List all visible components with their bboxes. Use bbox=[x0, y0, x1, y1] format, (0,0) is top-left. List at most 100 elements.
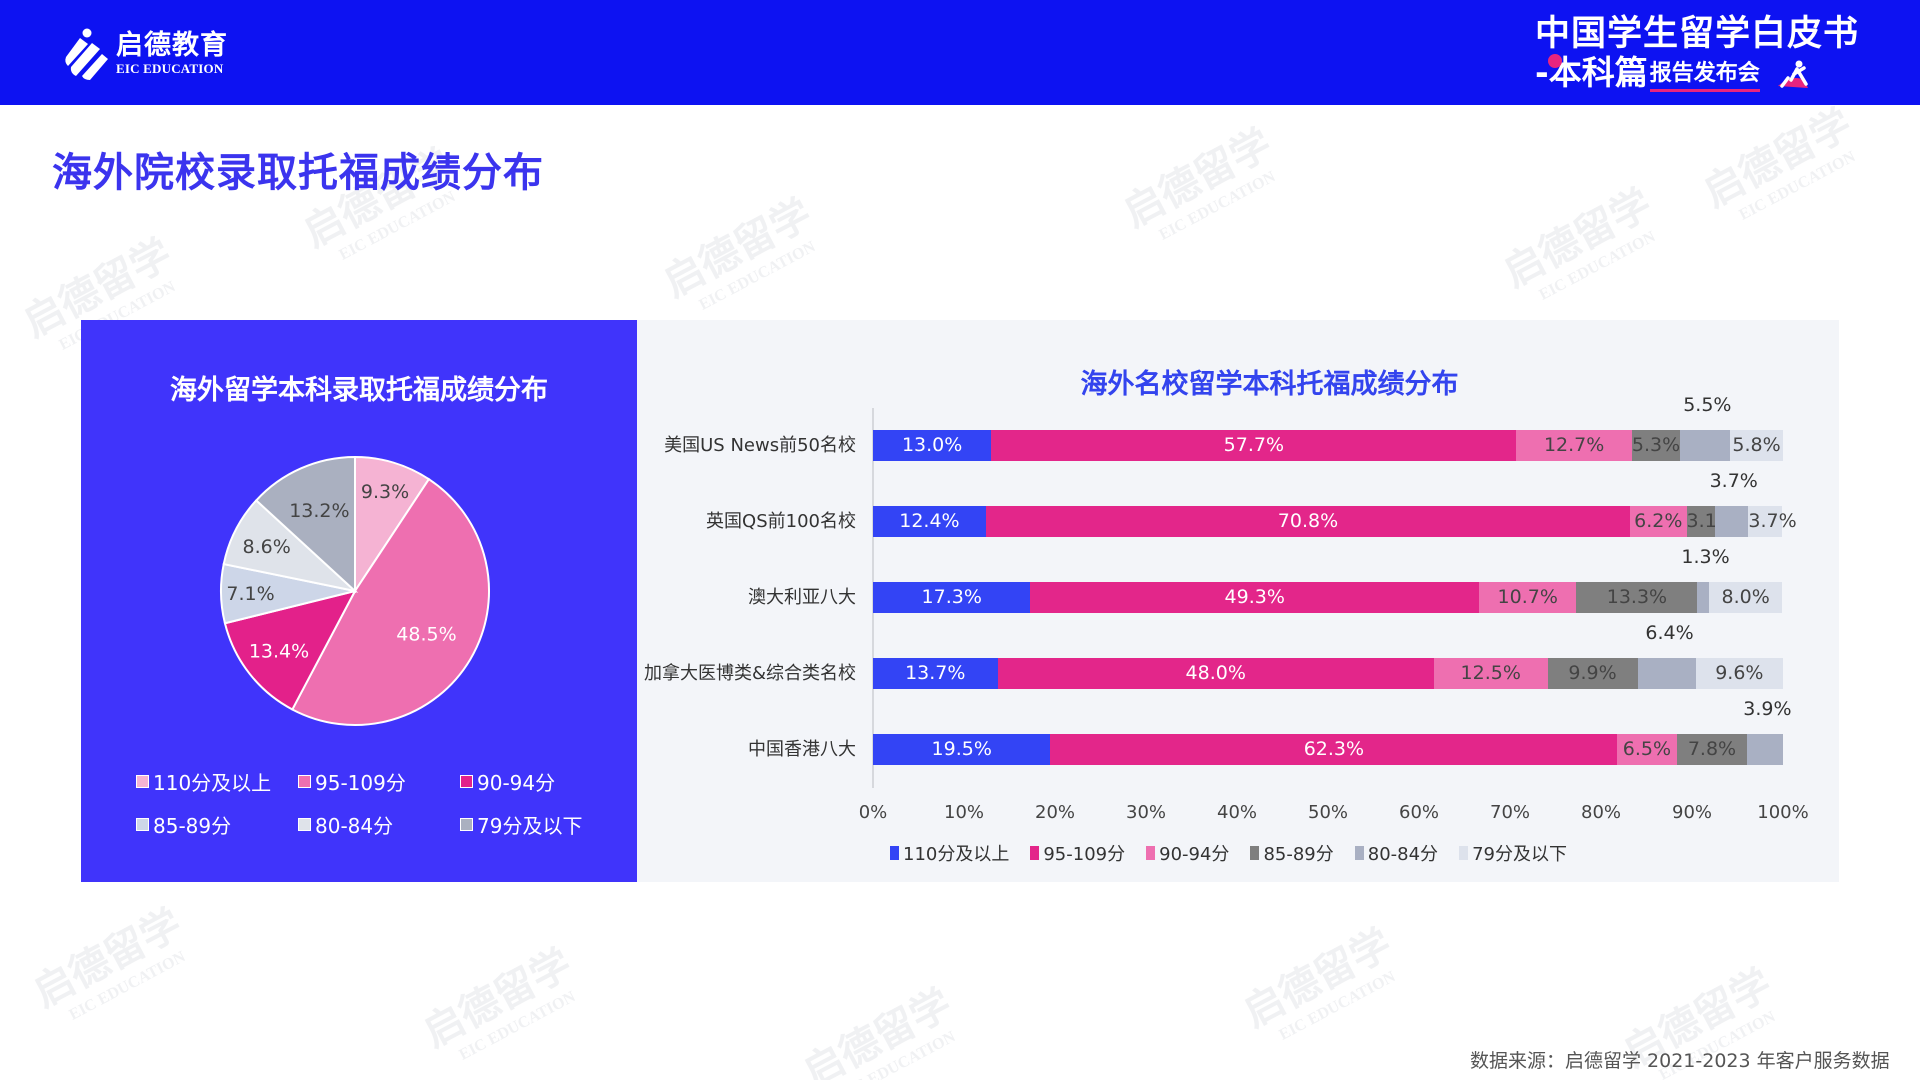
data-source-note: 数据来源：启德留学 2021-2023 年客户服务数据 bbox=[1470, 1050, 1890, 1072]
bar-segment-label: 57.7% bbox=[1223, 434, 1284, 456]
watermark: 启德留学 EIC EDUCATION bbox=[656, 190, 820, 314]
bar-segment: 70.8% bbox=[985, 506, 1631, 537]
legend-swatch bbox=[890, 846, 899, 860]
bar-segment: 19.5% bbox=[873, 734, 1051, 765]
x-tick-label: 0% bbox=[858, 802, 888, 823]
bar-segment-label: 49.3% bbox=[1224, 586, 1285, 608]
stacked-bar: 12.4% 70.8% 6.2% 3.1% 3.7% bbox=[873, 506, 1797, 537]
watermark: 启德留学 EIC EDUCATION bbox=[1496, 180, 1660, 304]
bar-segment-label-above: 5.5% bbox=[1683, 394, 1732, 416]
bar-segment-label: 13.0% bbox=[901, 434, 963, 456]
category-label: 加拿大医博类&综合类名校 bbox=[643, 663, 856, 684]
bar-segment bbox=[1714, 506, 1749, 537]
legend-swatch bbox=[1030, 846, 1040, 860]
pie-legend-item: 79分及以下 bbox=[460, 810, 620, 839]
bar-segment-label: 62.3% bbox=[1303, 738, 1365, 760]
pie-slice-label: 7.1% bbox=[226, 583, 274, 605]
bar-segment: 17.3% bbox=[873, 582, 1031, 613]
legend-label: 95-109分 bbox=[1043, 844, 1126, 865]
bar-segment bbox=[1697, 582, 1710, 613]
bar-segment: 13.3% bbox=[1576, 582, 1698, 613]
pink-dot-icon bbox=[1548, 54, 1562, 68]
bar-segment: 5.3% bbox=[1631, 430, 1681, 461]
legend-swatch bbox=[136, 775, 149, 788]
bar-row: 加拿大医博类&综合类名校 6.4% 13.7% 48.0% 12.5% 9.9% 9.6% bbox=[637, 622, 1839, 689]
pie-slice-label: 13.2% bbox=[289, 500, 349, 522]
bar-legend-item: 85-89分 bbox=[1250, 840, 1334, 866]
pie-chart-title: 海外留学本科录取托福成绩分布 bbox=[170, 375, 548, 406]
bar-segment-label: 9.6% bbox=[1715, 662, 1764, 684]
bar-legend-item: 79分及以下 bbox=[1459, 840, 1567, 866]
pie-legend-item: 95-109分 bbox=[298, 767, 460, 796]
bar-segment: 6.5% bbox=[1617, 734, 1677, 765]
x-tick-label: 20% bbox=[1034, 802, 1076, 823]
bar-legend-item: 110分及以上 bbox=[890, 840, 1009, 866]
x-tick-label: 100% bbox=[1757, 802, 1809, 823]
legend-label: 110分及以上 bbox=[903, 844, 1010, 865]
bar-segment-label: 6.5% bbox=[1622, 738, 1672, 760]
bar-segment-label: 17.3% bbox=[921, 586, 982, 608]
bar-segment-label: 6.2% bbox=[1634, 510, 1683, 532]
header-bar: 启德教育 EIC EDUCATION 中国学生留学白皮书 -本科篇 报告发布会 bbox=[0, 0, 1920, 105]
bar-segment-label: 70.8% bbox=[1277, 510, 1339, 532]
watermark: 启德留学 EIC EDUCATION bbox=[416, 940, 580, 1064]
bar-row: 澳大利亚八大 1.3% 17.3% 49.3% 10.7% 13.3% 8.0% bbox=[637, 546, 1839, 613]
pie-slice-label: 8.6% bbox=[243, 536, 291, 558]
bar-segment: 5.8% bbox=[1730, 430, 1783, 461]
legend-label: 110分及以上 bbox=[153, 771, 272, 795]
eic-logo-icon bbox=[65, 28, 108, 80]
graduate-figure-icon bbox=[1777, 60, 1808, 88]
legend-swatch bbox=[1146, 846, 1156, 860]
bar-segment: 7.8% bbox=[1676, 734, 1748, 765]
bar-segment: 3.7% bbox=[1748, 506, 1797, 537]
bar-segment-label-above: 1.3% bbox=[1681, 546, 1730, 568]
bar-segment-label-above: 3.9% bbox=[1743, 698, 1792, 720]
x-tick-label: 60% bbox=[1398, 802, 1440, 823]
bar-segment: 12.7% bbox=[1516, 430, 1632, 461]
bar-segment-label: 3.7% bbox=[1748, 510, 1797, 532]
x-tick-label: 30% bbox=[1125, 802, 1167, 823]
stacked-bar: 17.3% 49.3% 10.7% 13.3% 8.0% bbox=[873, 582, 1783, 613]
legend-label: 85-89分 bbox=[153, 814, 232, 838]
bar-legend-item: 95-109分 bbox=[1030, 840, 1125, 866]
bar-segment: 6.2% bbox=[1630, 506, 1687, 537]
category-label: 美国US News前50名校 bbox=[664, 435, 856, 456]
legend-label: 79分及以下 bbox=[477, 814, 583, 838]
page-title: 海外院校录取托福成绩分布 bbox=[52, 150, 544, 196]
x-axis-ticks: 0% 10% 20% 30% 40% 50% 60% 70% 80% 90% 100% bbox=[859, 802, 1809, 826]
bar-segment-label-above: 3.7% bbox=[1709, 470, 1758, 492]
bar-segment: 12.5% bbox=[1433, 658, 1548, 689]
x-tick-label: 80% bbox=[1580, 802, 1622, 823]
category-label: 英国QS前100名校 bbox=[706, 511, 856, 532]
stacked-bar: 13.0% 57.7% 12.7% 5.3% 5.8% bbox=[873, 430, 1783, 461]
legend-label: 79分及以下 bbox=[1472, 844, 1567, 865]
logo-cn-text: 启德教育 bbox=[116, 30, 228, 61]
x-tick-label: 90% bbox=[1671, 802, 1713, 823]
pie-slice-label: 13.4% bbox=[249, 640, 309, 662]
bar-segment: 13.0% bbox=[873, 430, 992, 461]
pie-slice-label: 48.5% bbox=[396, 623, 456, 645]
bar-segment-label: 12.4% bbox=[899, 510, 960, 532]
pie-slice bbox=[354, 455, 431, 595]
bar-row: 美国US News前50名校 5.5% 13.0% 57.7% 12.7% 5.3% 5.8… bbox=[637, 394, 1839, 461]
bar-segment-label: 48.0% bbox=[1185, 662, 1246, 684]
bar-chart-title: 海外名校留学本科托福成绩分布 bbox=[1080, 369, 1459, 400]
bar-legend-item: 80-84分 bbox=[1354, 840, 1438, 866]
watermark: 启德留学 EIC EDUCATION bbox=[1116, 120, 1280, 244]
bar-segment-label: 8.0% bbox=[1721, 586, 1770, 608]
bar-segment-label-above: 6.4% bbox=[1645, 622, 1694, 644]
bar-legend-item: 90-94分 bbox=[1146, 840, 1229, 866]
legend-label: 90-94分 bbox=[477, 771, 556, 795]
bar-segment-label: 5.3% bbox=[1631, 434, 1681, 456]
bar-chart-panel: 海外名校留学本科托福成绩分布 美国US News前50名校 5.5% 13.0% 57… bbox=[637, 320, 1839, 882]
pie-chart: 9.3% 48.5% 13.4% 7.1% 8.6% 13.2% bbox=[220, 455, 490, 726]
x-tick-label: 40% bbox=[1216, 802, 1258, 823]
bar-segment: 12.4% bbox=[873, 506, 986, 537]
pie-slice bbox=[291, 477, 490, 726]
event-title: 中国学生留学白皮书 -本科篇 报告发布会 bbox=[1535, 14, 1859, 92]
bar-legend: 110分及以上 95-109分 90-94分 85-89分 80-84分 79分… bbox=[890, 840, 1588, 866]
bar-segment: 10.7% bbox=[1479, 582, 1577, 613]
watermark: 启德留学 EIC EDUCATION bbox=[796, 980, 960, 1080]
legend-swatch bbox=[1459, 846, 1469, 860]
bar-segment: 9.9% bbox=[1547, 658, 1638, 689]
